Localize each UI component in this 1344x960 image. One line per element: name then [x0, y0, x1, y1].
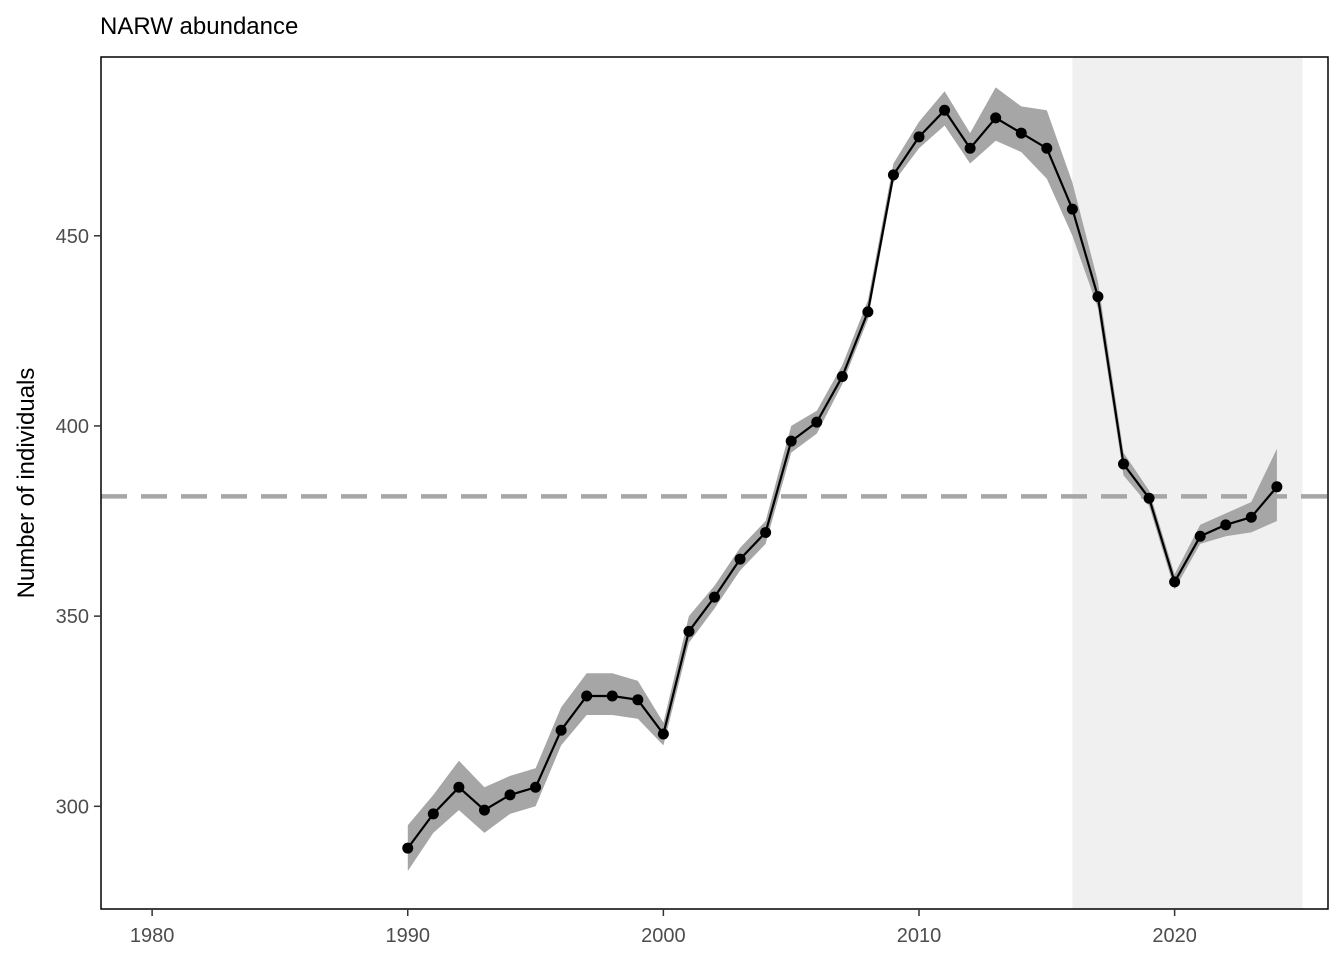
data-point — [657, 728, 669, 740]
x-axis: 1980 1990 2000 2010 2020 — [130, 909, 1197, 947]
x-tick-label: 2010 — [897, 925, 942, 947]
x-tick-label: 2000 — [641, 925, 686, 947]
data-point — [1066, 203, 1078, 215]
data-point — [1245, 511, 1257, 523]
data-point — [734, 553, 746, 565]
data-point — [990, 112, 1002, 124]
data-point — [1194, 530, 1206, 542]
data-point — [555, 724, 567, 736]
data-point — [1118, 458, 1129, 470]
data-point — [402, 842, 414, 854]
panel-border — [100, 56, 1329, 910]
data-points-layer — [402, 104, 1283, 854]
data-point — [785, 435, 797, 447]
data-point — [632, 694, 644, 706]
data-point — [1271, 481, 1283, 493]
data-point — [453, 781, 465, 793]
x-tick-label: 1980 — [130, 925, 175, 947]
confidence-ribbon — [407, 87, 1277, 871]
data-point — [939, 104, 951, 116]
data-point — [581, 690, 593, 702]
data-point — [709, 591, 720, 603]
data-point — [606, 690, 618, 702]
data-point — [1143, 492, 1155, 504]
data-point — [964, 142, 976, 154]
data-point — [1015, 127, 1027, 139]
y-tick-label: 350 — [56, 606, 89, 628]
y-axis: 300 350 400 450 — [56, 226, 101, 818]
data-point — [683, 625, 695, 637]
data-point — [913, 131, 925, 143]
confidence-ribbon-layer — [407, 87, 1277, 871]
data-point — [530, 781, 542, 793]
x-tick-label: 1990 — [386, 925, 431, 947]
y-tick-label: 400 — [56, 416, 89, 438]
data-point — [1169, 576, 1181, 588]
data-point — [760, 526, 772, 538]
data-point — [478, 804, 490, 816]
y-tick-label: 450 — [56, 226, 89, 248]
data-point — [887, 169, 899, 181]
data-point — [1092, 291, 1104, 303]
data-point — [1220, 519, 1232, 531]
data-point — [504, 789, 516, 801]
chart-title: NARW abundance — [100, 13, 298, 40]
data-point — [811, 416, 823, 428]
y-tick-label: 300 — [56, 796, 89, 818]
data-point — [1041, 142, 1053, 154]
data-point — [836, 371, 848, 382]
y-axis-label: Number of individuals — [13, 368, 40, 599]
data-point — [427, 808, 439, 820]
x-tick-label: 2020 — [1152, 925, 1197, 947]
data-point — [862, 306, 874, 318]
